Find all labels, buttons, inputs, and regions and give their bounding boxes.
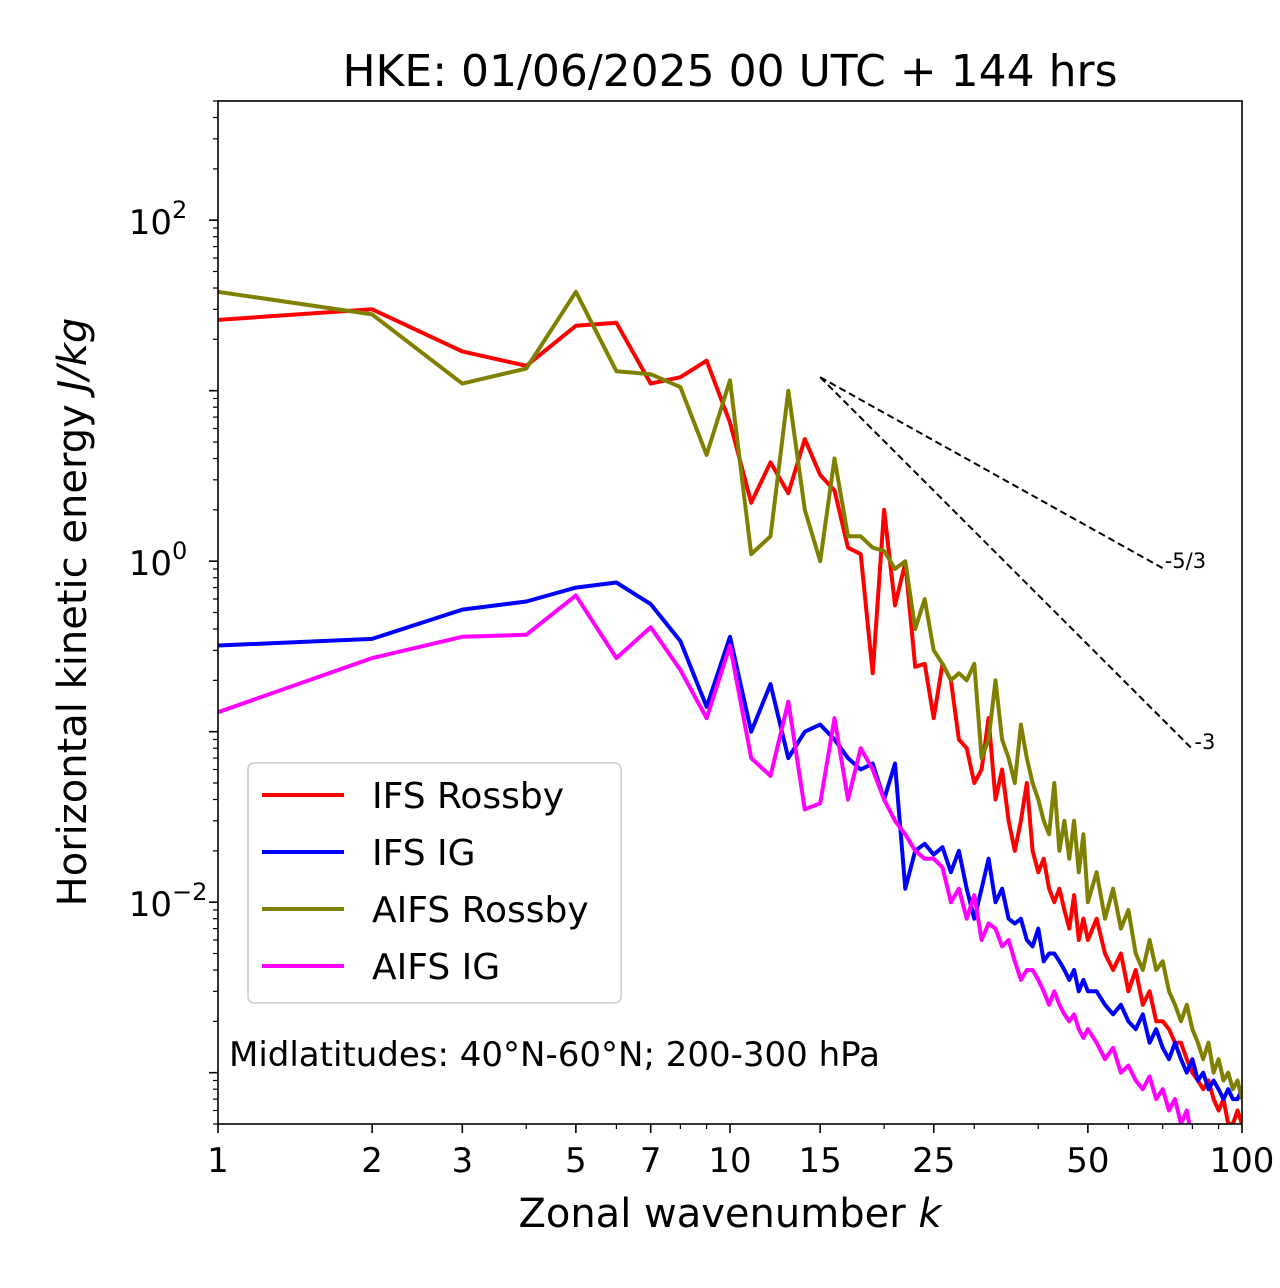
- legend-label: AIFS IG: [372, 947, 500, 988]
- svg-text:0: 0: [172, 537, 187, 565]
- x-tick-label: 7: [640, 1141, 662, 1181]
- reference-slope-labels: -5/3 -3: [1165, 549, 1216, 754]
- series-lines: [218, 289, 1242, 1124]
- legend-label: IFS IG: [372, 833, 476, 874]
- axis-ticks: [209, 100, 1243, 1133]
- svg-text:2: 2: [172, 196, 187, 224]
- series-line-ifs-rossby: [218, 307, 1242, 1124]
- y-tick-label: 10 0: [129, 537, 188, 584]
- x-tick-label: 3: [451, 1141, 473, 1181]
- chart-title: HKE: 01/06/2025 00 UTC + 144 hrs: [342, 46, 1117, 97]
- reference-slope-lines: [819, 376, 1194, 750]
- legend: IFS Rossby IFS IG AIFS Rossby AIFS IG: [247, 762, 622, 1004]
- plot-frame: [217, 100, 1243, 1125]
- svg-text:−2: −2: [172, 878, 207, 906]
- x-axis-label: Zonal wavenumber k: [518, 1191, 943, 1237]
- legend-box: [247, 762, 622, 1004]
- svg-text:10: 10: [129, 885, 172, 925]
- y-tick-label: 10 −2: [129, 878, 208, 925]
- x-tick-label: 10: [708, 1141, 751, 1181]
- reference-slope-line: [819, 376, 1164, 570]
- x-tick-label: 15: [799, 1141, 842, 1181]
- x-tick-label: 100: [1210, 1141, 1275, 1181]
- legend-label: IFS Rossby: [372, 776, 564, 817]
- reference-slope-label: -3: [1194, 730, 1215, 754]
- x-tick-label: 50: [1066, 1141, 1109, 1181]
- x-tick-label: 5: [565, 1141, 587, 1181]
- series-line-aifs-rossby: [218, 289, 1242, 1100]
- series-line-aifs-ig: [218, 593, 1192, 1124]
- region-annotation: Midlatitudes: 40°N-60°N; 200-300 hPa: [229, 1035, 880, 1075]
- svg-text:10: 10: [129, 203, 172, 243]
- legend-label: AIFS Rossby: [372, 890, 589, 931]
- reference-slope-label: -5/3: [1165, 549, 1206, 573]
- svg-text:10: 10: [129, 544, 172, 584]
- reference-slope-line: [819, 376, 1194, 750]
- y-tick-label: 10 2: [129, 196, 188, 243]
- y-axis-label: Horizontal kinetic energy J/kg: [50, 318, 96, 907]
- x-tick-label: 1: [207, 1141, 229, 1181]
- x-tick-labels: 1 2 3 5 7 10 15 25 50 100: [207, 1141, 1274, 1181]
- x-tick-label: 2: [361, 1141, 383, 1181]
- x-tick-label: 25: [912, 1141, 955, 1181]
